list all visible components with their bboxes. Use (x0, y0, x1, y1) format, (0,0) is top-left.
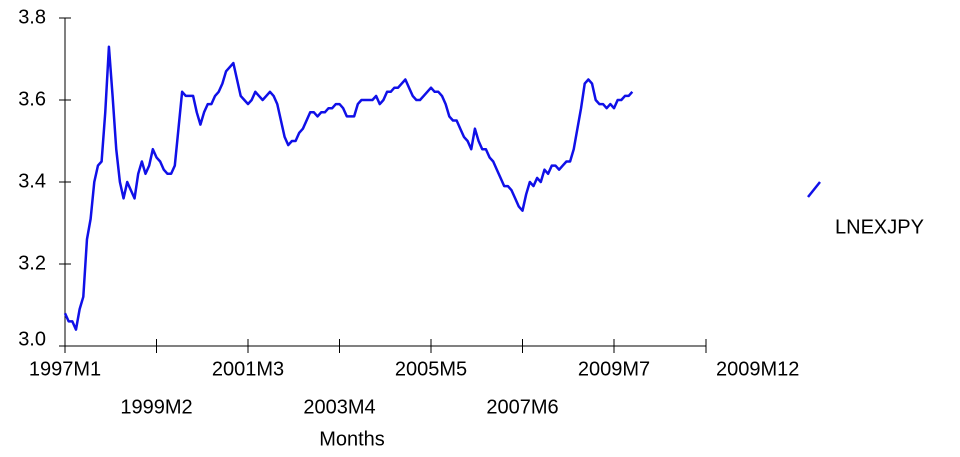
legend-swatch (807, 181, 821, 198)
x-tick-label: 2009M7 (578, 358, 650, 380)
x-axis-title: Months (319, 428, 385, 450)
x-tick-label: 1999M2 (120, 396, 192, 418)
data-line (63, 45, 634, 331)
legend-label: LNEXJPY (835, 216, 924, 238)
y-tick-label: 3.6 (18, 88, 46, 110)
x-tick-label: 2005M5 (395, 358, 467, 380)
y-tick-label: 3.8 (18, 6, 46, 28)
x-tick-label: 2009M12 (716, 358, 799, 380)
y-tick-label: 3.0 (18, 328, 46, 350)
x-tick-label: 2003M4 (303, 396, 375, 418)
y-tick-label: 3.2 (18, 252, 46, 274)
x-tick-label: 2001M3 (212, 358, 284, 380)
x-tick-label: 2007M6 (486, 396, 558, 418)
x-tick-label: 1997M1 (29, 358, 101, 380)
y-tick-label: 3.4 (18, 170, 46, 192)
